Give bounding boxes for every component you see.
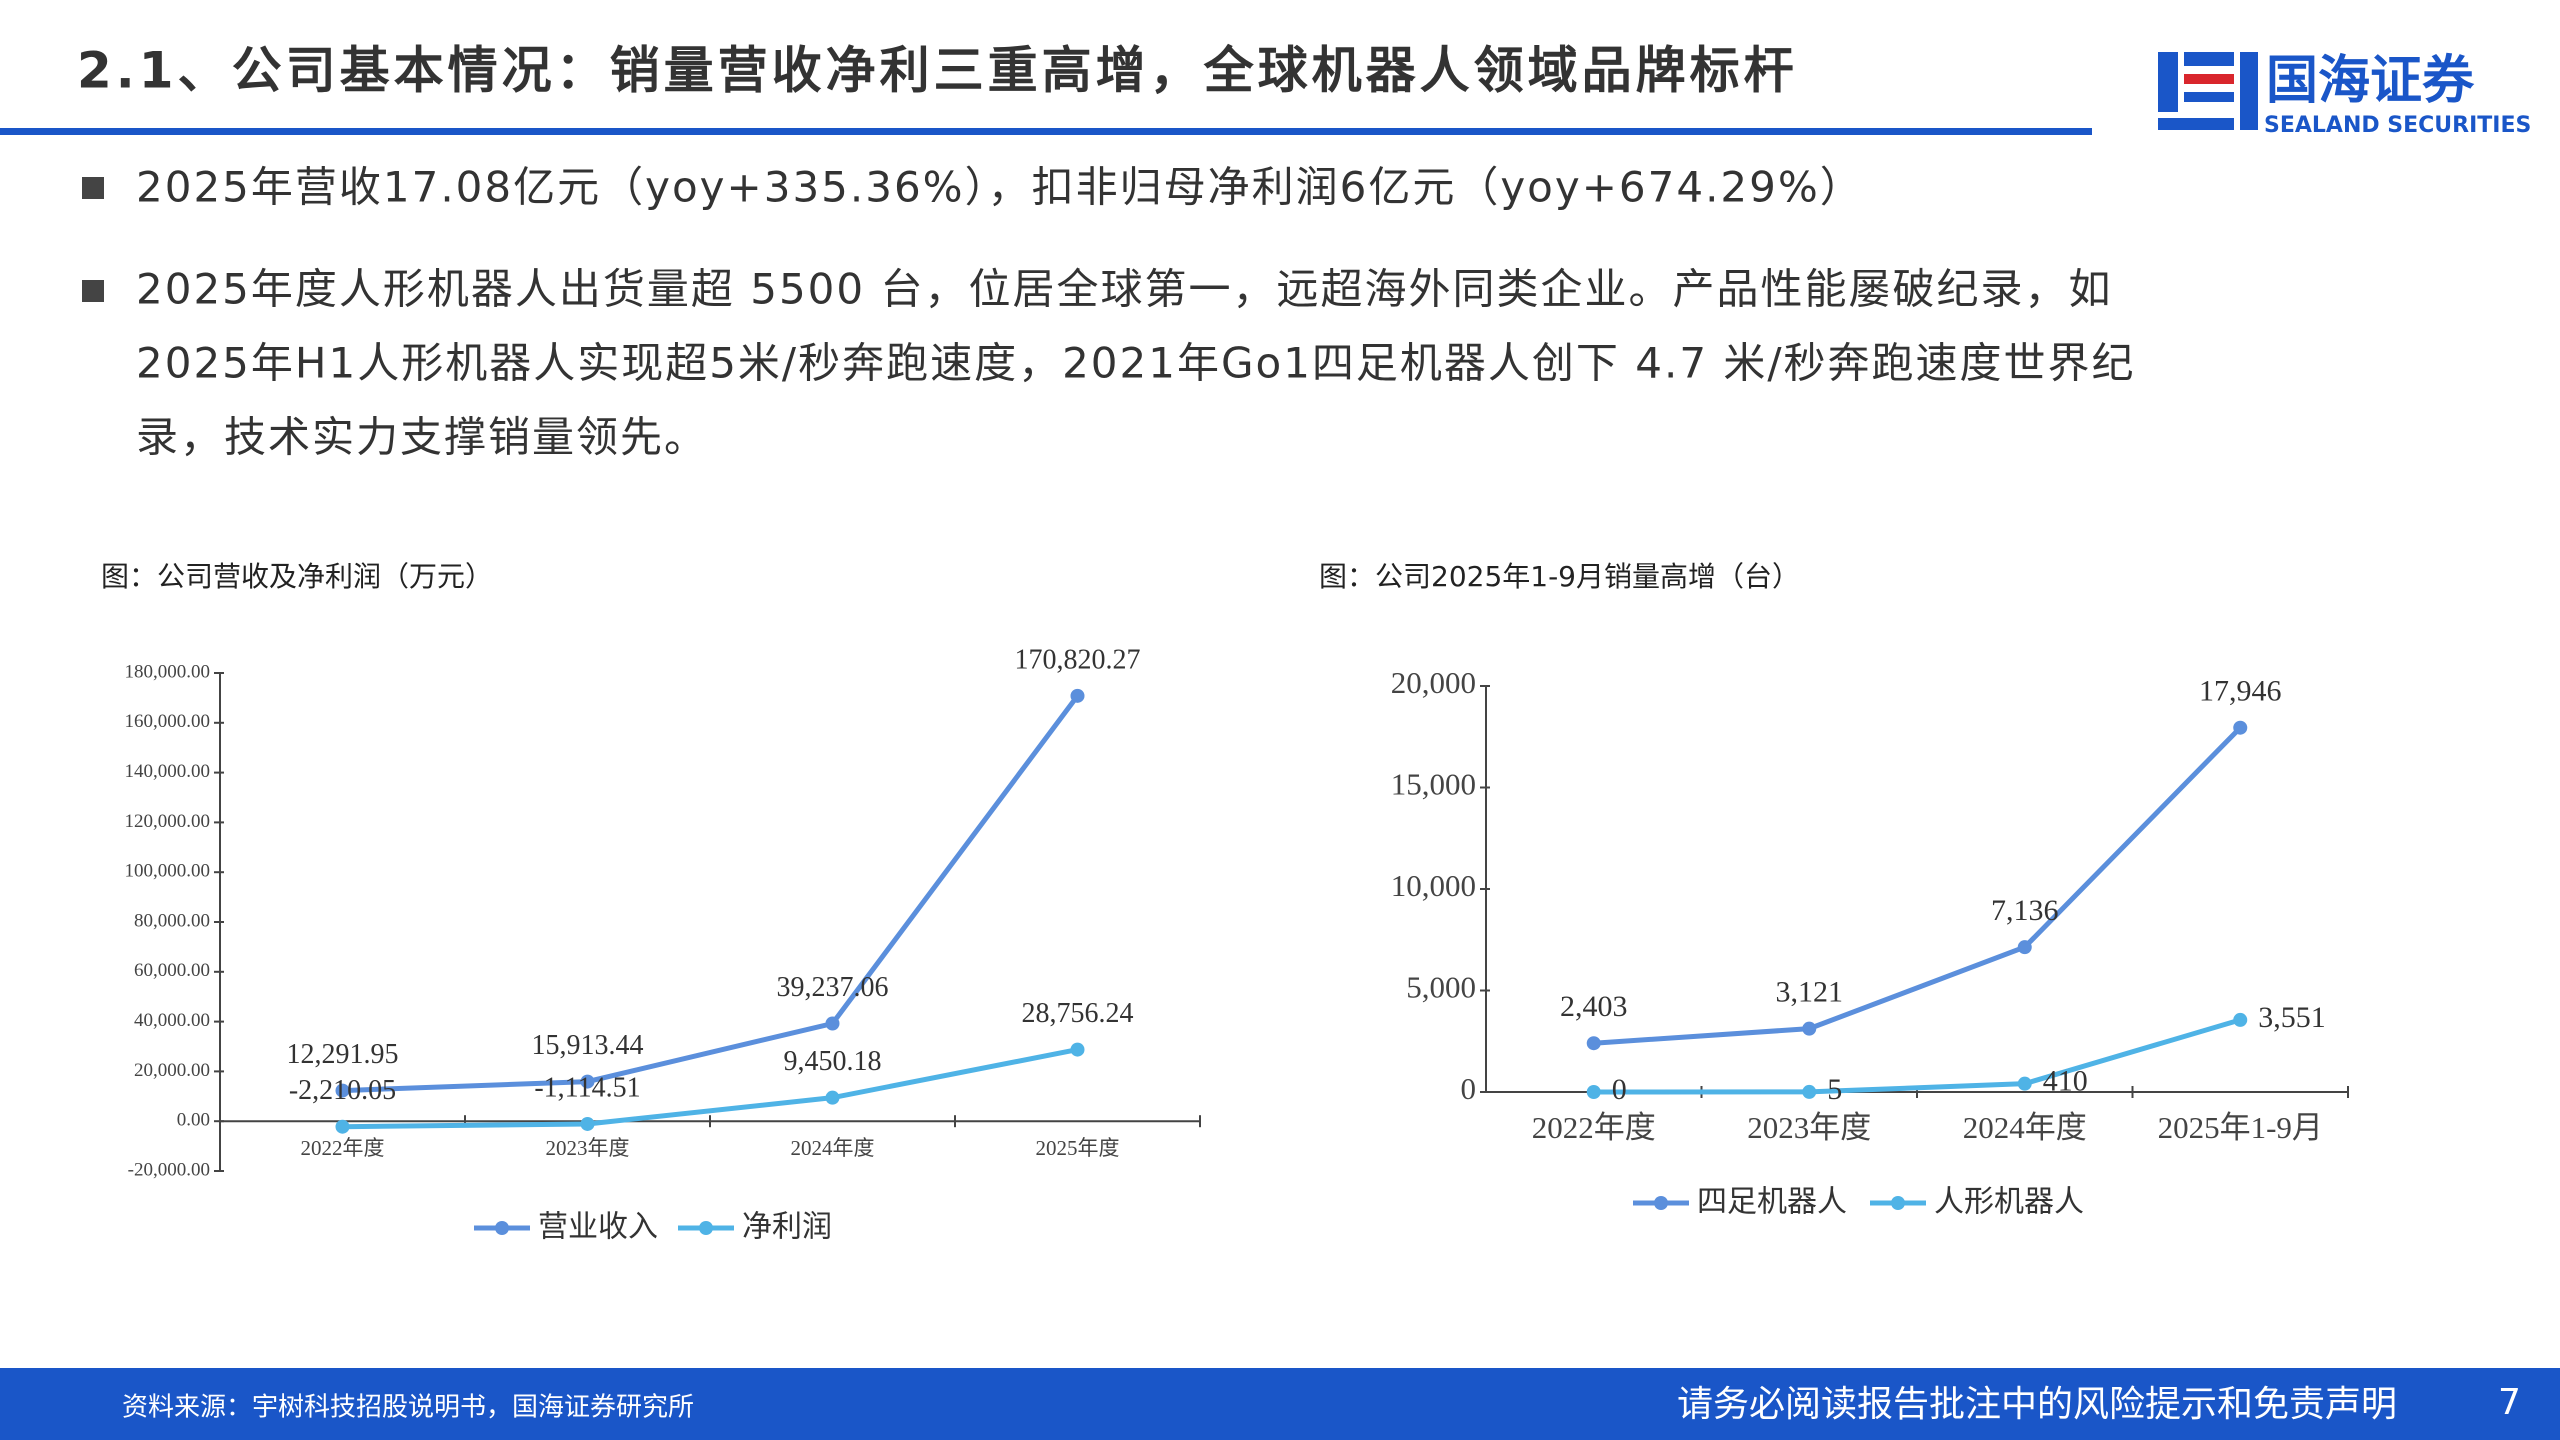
legend-marker [1891, 1196, 1905, 1210]
legend-label: 营业收入 [538, 1210, 658, 1245]
data-point [335, 1119, 350, 1134]
data-label: -1,114.51 [534, 1072, 640, 1103]
data-point [2017, 940, 2032, 955]
bullet-marker [82, 280, 104, 302]
data-label: 3,121 [1776, 976, 1844, 1009]
source: 资料来源：宇树科技招股说明书，国海证券研究所 [122, 1393, 694, 1423]
y-tick-label: 120,000.00 [125, 811, 211, 832]
data-point [2233, 1012, 2248, 1027]
x-tick-label: 2024年度 [1963, 1110, 2087, 1145]
series-line [342, 694, 1080, 1094]
data-label: -2,210.05 [289, 1075, 396, 1106]
title-rule [0, 128, 2092, 135]
data-point [2017, 1076, 2032, 1091]
slide-title: 2.1、公司基本情况：销量营收净利三重高增，全球机器人领域品牌标杆 [77, 42, 1798, 100]
bullet-text: 录，技术实力支撑销量领先。 [136, 413, 708, 462]
data-label: 7,136 [1991, 894, 2059, 927]
logo: 国海证券 SEALAND SECURITIES [2158, 51, 2531, 138]
y-tick-label: 5,000 [1406, 970, 1476, 1005]
data-label: 0 [1612, 1073, 1627, 1106]
y-tick-label: 0.00 [177, 1110, 210, 1131]
legend-label: 净利润 [742, 1210, 832, 1245]
data-label: 39,237.06 [777, 972, 889, 1003]
series-line [342, 1047, 1078, 1130]
y-tick-label: -20,000.00 [128, 1159, 210, 1180]
y-tick-label: 160,000.00 [125, 711, 211, 732]
x-tick-label: 2024年度 [791, 1136, 875, 1160]
data-label: 28,756.24 [1022, 998, 1134, 1029]
data-point [335, 1083, 350, 1098]
y-tick-label: 20,000 [1391, 665, 1476, 700]
data-point [1802, 1021, 1817, 1036]
data-point [580, 1116, 595, 1131]
data-label: 9,450.18 [784, 1046, 882, 1077]
page-number: 7 [2498, 1382, 2521, 1423]
legend-marker [495, 1221, 509, 1235]
chart-title: 图：公司2025年1-9月销量高增（台） [1319, 560, 1800, 593]
data-point [2233, 720, 2248, 735]
bullet-text: 2025年营收17.08亿元（yoy+335.36%），扣非归母净利润6亿元（y… [136, 163, 1864, 212]
data-label: 5 [1827, 1073, 1842, 1106]
data-label: 3,551 [2258, 1001, 2326, 1034]
y-tick-label: 100,000.00 [125, 861, 211, 882]
x-tick-label: 2023年度 [1747, 1110, 1871, 1145]
logo-en: SEALAND SECURITIES [2264, 113, 2531, 138]
x-tick-label: 2022年度 [1532, 1110, 1656, 1145]
data-point [1802, 1084, 1817, 1099]
legend-marker [1654, 1196, 1668, 1210]
x-tick-label: 2023年度 [546, 1136, 630, 1160]
data-label: 2,403 [1560, 990, 1628, 1023]
y-tick-label: 10,000 [1391, 868, 1476, 903]
bullet-text: 2025年度人形机器人出货量超 5500 台，位居全球第一，远超海外同类企业。产… [136, 265, 2112, 314]
data-point [825, 1090, 840, 1105]
y-tick-label: 140,000.00 [125, 761, 211, 782]
legend-label: 人形机器人 [1934, 1185, 2084, 1220]
data-point [1586, 1036, 1601, 1051]
data-point [825, 1016, 840, 1031]
legend-label: 四足机器人 [1697, 1185, 1847, 1220]
data-label: 17,946 [2199, 675, 2282, 708]
y-tick-label: 0 [1461, 1071, 1477, 1106]
x-tick-label: 2022年度 [301, 1136, 385, 1160]
data-point [1070, 1042, 1085, 1057]
chart-title: 图：公司营收及净利润（万元） [101, 560, 493, 593]
x-tick-label: 2025年1-9月 [2158, 1110, 2323, 1145]
series-line [1593, 1017, 2241, 1095]
data-label: 12,291.95 [287, 1039, 399, 1070]
bullet-marker [82, 177, 104, 199]
x-tick-label: 2025年度 [1036, 1136, 1120, 1160]
y-tick-label: 80,000.00 [134, 910, 210, 931]
y-tick-label: 180,000.00 [125, 661, 211, 682]
disclaimer: 请务必阅读报告批注中的风险提示和免责声明 [1677, 1384, 2397, 1425]
bullet-text: 2025年H1人形机器人实现超5米/秒奔跑速度，2021年Go1四足机器人创下 … [136, 339, 2136, 388]
series-line [1593, 725, 2243, 1046]
y-tick-label: 15,000 [1391, 767, 1476, 802]
y-tick-label: 40,000.00 [134, 1010, 210, 1031]
y-tick-label: 60,000.00 [134, 960, 210, 981]
data-point [1070, 688, 1085, 703]
y-tick-label: 20,000.00 [134, 1060, 210, 1081]
footer-bar [0, 1368, 2560, 1440]
legend-marker [699, 1221, 713, 1235]
data-point [1586, 1085, 1601, 1099]
data-label: 15,913.44 [532, 1030, 644, 1061]
logo-cn: 国海证券 [2266, 51, 2475, 111]
data-point [580, 1074, 595, 1089]
data-label: 410 [2043, 1065, 2088, 1098]
data-label: 170,820.27 [1015, 644, 1141, 675]
